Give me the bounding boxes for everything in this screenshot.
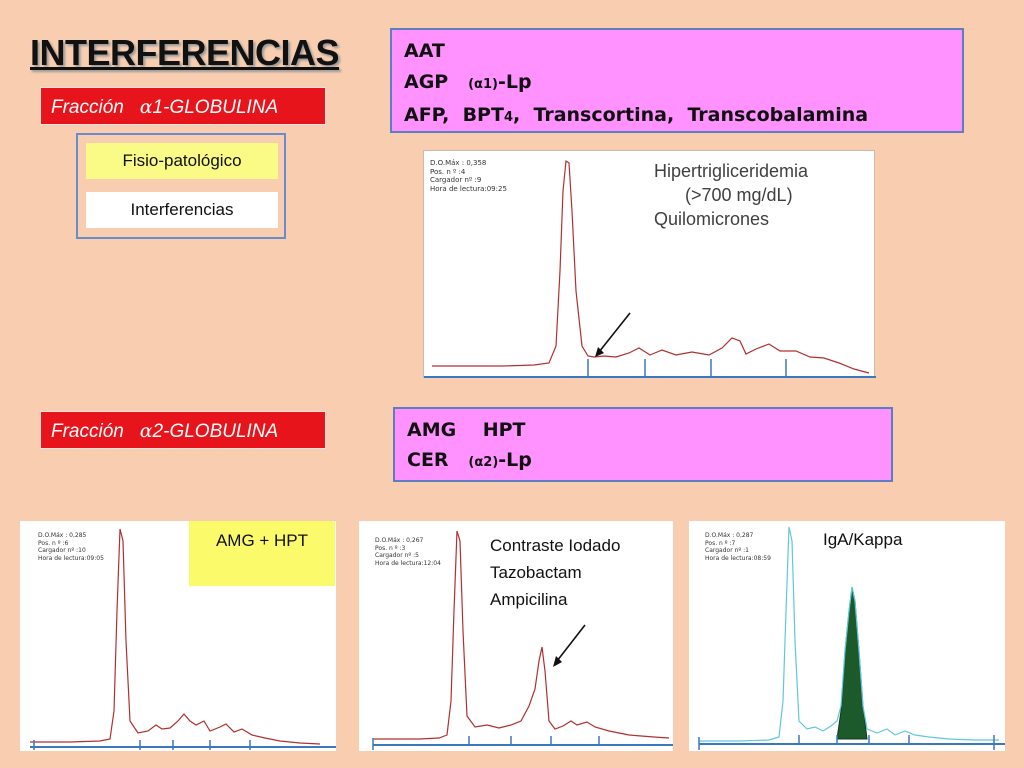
annotation-hipertrigliceridemia: Hipertrigliceridemia [654, 161, 809, 181]
trace-b [373, 530, 670, 740]
fraction-alpha2-label: Fracción α2-GLOBULINA [40, 411, 326, 449]
info-line: Pos. n º :3 [375, 544, 406, 552]
protein-line-2: AGP (α1)-Lp [404, 67, 950, 100]
protein-afp: AFP, [404, 104, 450, 126]
trace-c [699, 526, 999, 742]
protein-comma: , [513, 104, 521, 126]
alpha1-proteins-box: AAT AGP (α1)-Lp AFP, BPT4, Transcortina,… [390, 28, 964, 133]
protein-aat: AAT [404, 40, 445, 62]
electropherogram-a-svg [30, 528, 336, 750]
protein-alpha1-paren: (α1) [468, 77, 498, 92]
fraction-alpha2-suffix: 2-GLOBULINA [152, 421, 279, 442]
protein-cer: CER [407, 449, 449, 471]
annotation-amg-hpt: AMG + HPT [189, 521, 335, 586]
arrow-b-head [553, 656, 562, 667]
chart-b-info: D.O.Máx : 0,267 Pos. n º :3 Cargador nº … [375, 537, 441, 567]
info-line: Pos. n º :7 [705, 539, 736, 547]
arrow-b-shaft [556, 624, 586, 662]
annotation-contraste: Contraste Iodado [490, 536, 621, 555]
protein-transcobalamina: Transcobalamina [687, 104, 869, 126]
annotation-ampicilina: Ampicilina [490, 590, 568, 609]
protein-alpha2-paren: (α2) [468, 455, 499, 470]
info-line: Cargador nº :1 [705, 547, 749, 554]
protein-bpt: BPT [462, 104, 504, 126]
fraction-alpha1-suffix: 1-GLOBULINA [152, 97, 279, 118]
peak-iga-kappa [836, 586, 868, 740]
info-line: Cargador nº :5 [375, 552, 419, 559]
option-interferencias[interactable]: Interferencias [86, 192, 278, 228]
arrow-main-head [595, 347, 604, 357]
info-line: D.O.Máx : 0,358 [430, 159, 487, 167]
protein2-lp: -Lp [498, 449, 532, 471]
chart-main-info: D.O.Máx : 0,358 Pos. n º :4 Cargador nº … [430, 159, 507, 193]
arrow-main-shaft [598, 312, 631, 353]
annotation-threshold: (>700 mg/dL) [685, 185, 793, 205]
chart-c-info: D.O.Máx : 0,287 Pos. n º :7 Cargador nº … [705, 532, 771, 562]
fraction-alpha2-prefix: Fracción [51, 421, 124, 442]
info-line: Hora de lectura:08:59 [705, 554, 771, 562]
info-line: Pos. n º :6 [38, 539, 69, 547]
info-line: D.O.Máx : 0,267 [375, 537, 424, 544]
option-fisio-patologico[interactable]: Fisio-patológico [86, 143, 278, 179]
electropherogram-main-svg [424, 159, 876, 378]
fraction-alpha2-greek: α [139, 420, 153, 442]
protein2-line-1: AMG HPT [407, 415, 879, 445]
protein-bpt-sub: 4 [503, 110, 513, 125]
info-line: D.O.Máx : 0,285 [38, 532, 87, 539]
protein-lp: -Lp [497, 71, 532, 93]
electropherogram-c-svg [698, 526, 1005, 750]
annotation-iga-kappa: IgA/Kappa [823, 530, 903, 549]
electropherogram-b-svg [372, 530, 673, 750]
fraction-alpha1-label: Fracción α1-GLOBULINA [40, 87, 326, 125]
info-line: Cargador nº :9 [430, 176, 482, 184]
trace-main [432, 159, 870, 374]
electropherogram-c: D.O.Máx : 0,287 Pos. n º :7 Cargador nº … [689, 521, 1005, 751]
info-line: Hora de lectura:09:25 [430, 184, 507, 193]
protein-line-3: AFP, BPT4, Transcortina, Transcobalamina [404, 100, 950, 133]
info-line: Hora de lectura:09:05 [38, 554, 104, 562]
protein2-line-2: CER (α2)-Lp [407, 445, 879, 478]
electropherogram-b: D.O.Máx : 0,267 Pos. n º :3 Cargador nº … [359, 521, 673, 751]
annotation-quilomicrones: Quilomicrones [654, 209, 770, 229]
protein-amg: AMG [407, 419, 457, 441]
info-line: D.O.Máx : 0,287 [705, 532, 754, 539]
protein-agp: AGP [404, 71, 449, 93]
protein-hpt: HPT [482, 419, 526, 441]
chart-a-info: D.O.Máx : 0,285 Pos. n º :6 Cargador nº … [38, 532, 104, 562]
option-group: Fisio-patológico Interferencias [76, 133, 286, 239]
fraction-alpha1-greek: α [139, 96, 153, 118]
info-line: Cargador nº :10 [38, 547, 86, 554]
protein-transcortina: Transcortina, [533, 104, 675, 126]
fraction-alpha1-prefix: Fracción [51, 97, 124, 118]
info-line: Pos. n º :4 [430, 167, 466, 176]
annotation-tazobactam: Tazobactam [490, 563, 582, 582]
trace-a [30, 528, 321, 745]
info-line: Hora de lectura:12:04 [375, 559, 441, 567]
protein-line-1: AAT [404, 36, 950, 67]
annotation-contrast: Contraste Iodado Tazobactam Ampicilina [490, 532, 620, 613]
page-title: INTERFERENCIAS [30, 32, 340, 73]
annotation-main: Hipertrigliceridemia (>700 mg/dL) Quilom… [654, 159, 869, 231]
alpha2-proteins-box: AMG HPT CER (α2)-Lp [393, 407, 893, 482]
electropherogram-main: D.O.Máx : 0,358 Pos. n º :4 Cargador nº … [423, 150, 876, 378]
